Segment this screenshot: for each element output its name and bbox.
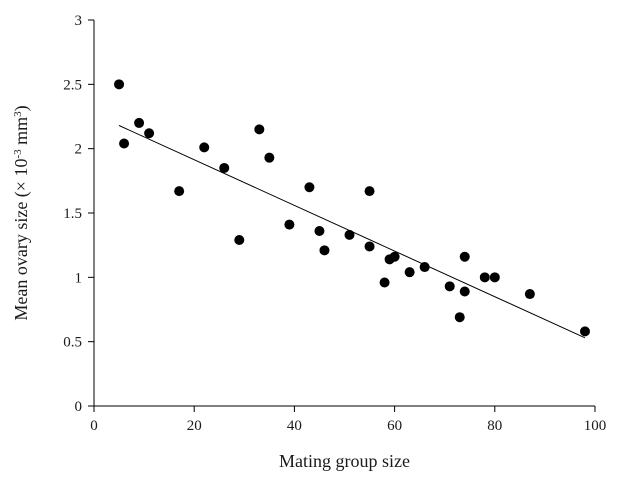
x-tick-label: 80 — [487, 418, 502, 434]
data-point — [479, 272, 490, 283]
data-point — [114, 79, 125, 90]
data-point — [379, 277, 390, 288]
y-axis: 0 0.5 1 1.5 2 2.5 3 Mean ovary size (× 10-3 mm… — [11, 13, 95, 415]
y-axis-title: Mean ovary size (× 10-3 mm3) — [11, 105, 32, 320]
data-point — [319, 245, 330, 256]
data-point — [144, 128, 155, 139]
x-tick-label: 40 — [287, 418, 302, 434]
data-point — [364, 186, 375, 197]
x-tick-label: 20 — [187, 418, 202, 434]
y-tick-label: 3 — [75, 13, 83, 29]
y-tick-label: 1.5 — [63, 206, 82, 222]
y-axis-title-main: Mean ovary size (× 10 — [11, 159, 32, 321]
data-point — [284, 219, 295, 230]
x-tick-label: 60 — [387, 418, 402, 434]
data-point — [444, 281, 455, 292]
y-axis-title-exponent-1: -3 — [12, 149, 24, 159]
data-point — [524, 289, 535, 300]
data-point — [454, 312, 465, 323]
data-point — [579, 326, 590, 337]
y-axis-title-unit: mm — [11, 117, 31, 150]
data-point — [134, 117, 145, 128]
data-point — [364, 241, 375, 252]
y-tick-label: 2.5 — [63, 77, 82, 93]
y-tick-label: 1 — [75, 270, 83, 286]
y-tick-label: 0 — [75, 399, 83, 415]
data-point — [404, 267, 415, 278]
data-point — [264, 152, 275, 163]
data-point — [459, 286, 470, 297]
x-axis: 0 20 40 60 80 100 Mating group size — [90, 405, 607, 471]
y-axis-title-exponent-2: 3 — [12, 111, 24, 117]
data-point — [174, 186, 185, 197]
x-tick-label: 100 — [584, 418, 607, 434]
data-point — [489, 272, 500, 283]
data-point — [314, 226, 325, 237]
data-point — [419, 262, 430, 273]
data-point — [219, 162, 230, 173]
data-point — [234, 235, 245, 246]
data-point — [199, 142, 210, 153]
y-tick-label: 0.5 — [63, 335, 82, 351]
x-tick-label: 0 — [90, 418, 98, 434]
data-point — [389, 251, 400, 262]
y-tick-label: 2 — [75, 142, 83, 158]
data-point — [304, 182, 315, 193]
data-point — [459, 251, 470, 262]
y-axis-title-close: ) — [11, 105, 32, 111]
data-points — [114, 79, 590, 337]
data-point — [254, 124, 265, 135]
data-point — [119, 138, 130, 149]
data-point — [344, 229, 355, 240]
x-axis-title: Mating group size — [279, 451, 410, 471]
